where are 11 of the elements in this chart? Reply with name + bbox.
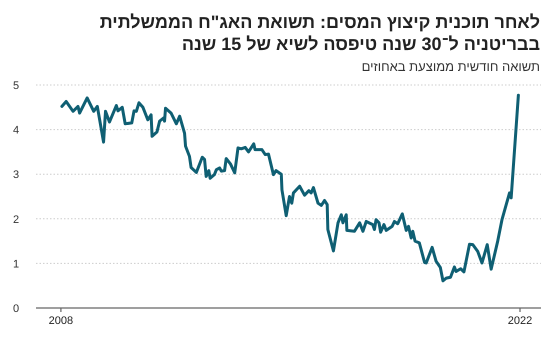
x-tick-label: 2008 bbox=[48, 315, 74, 327]
line-series bbox=[60, 94, 520, 282]
x-tick-label: 2022 bbox=[508, 315, 532, 327]
y-tick-label: 4 bbox=[12, 124, 20, 137]
y-tick-label: 5 bbox=[12, 80, 20, 92]
y-tick-label: 3 bbox=[12, 169, 20, 182]
chart-subtitle: תשואה חודשית ממוצעת באחוזים bbox=[362, 59, 540, 74]
y-tick-label: 2 bbox=[12, 214, 20, 226]
chart-title: לאחר תוכנית קיצוץ המסים: תשואת האג"ח הממשלתית בבריטניה ל־30 שנה טיפסה לשיא של 15 שנה bbox=[100, 12, 540, 54]
y-tick-label: 1 bbox=[12, 258, 20, 270]
y-tick-label: 0 bbox=[12, 303, 20, 315]
